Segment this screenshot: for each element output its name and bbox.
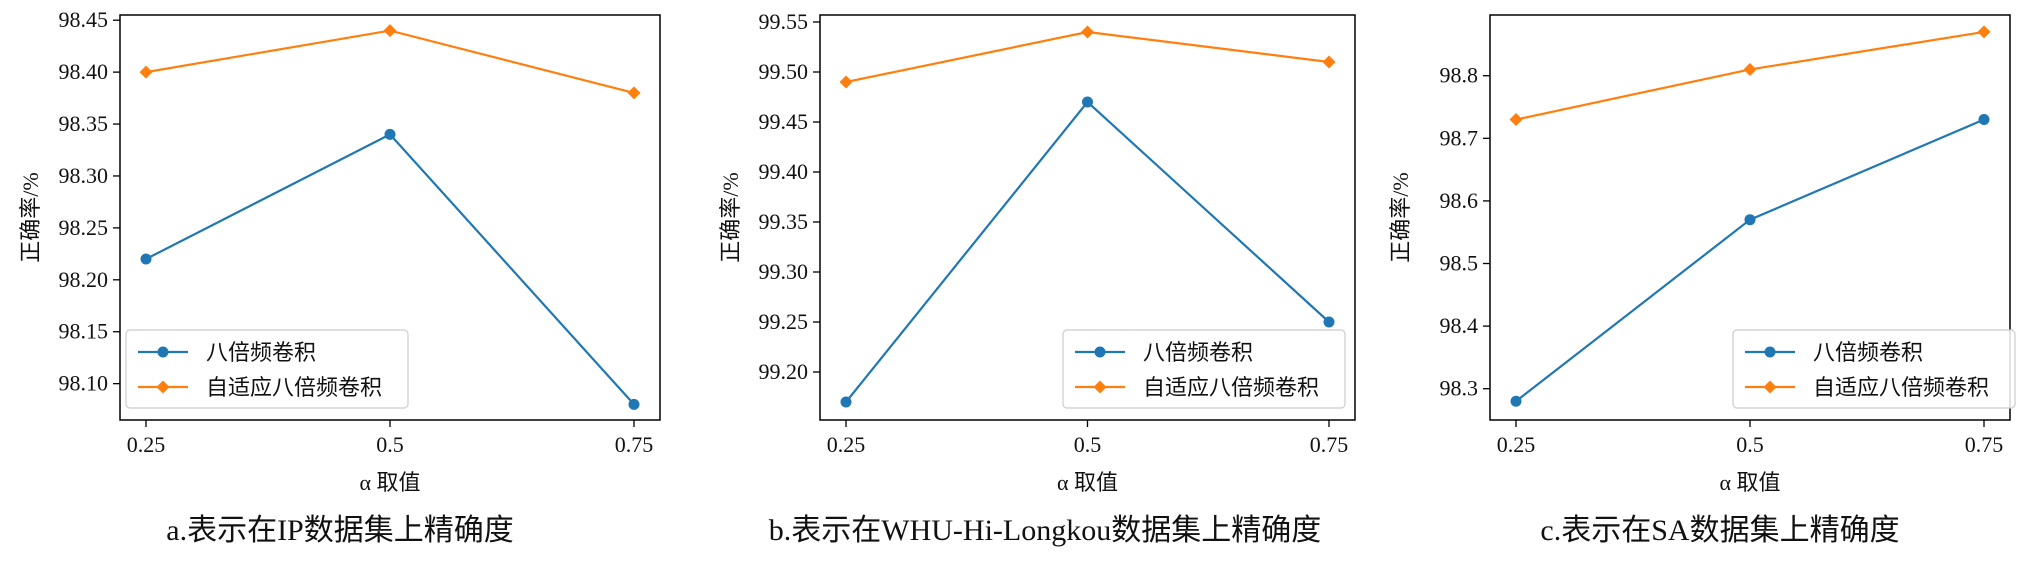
data-point-diamond — [1977, 25, 1991, 39]
data-point-circle — [1323, 316, 1335, 328]
x-axis-label: α 取值 — [1719, 470, 1780, 495]
y-tick-label: 98.4 — [1440, 313, 1479, 338]
legend-label: 自适应八倍频卷积 — [1813, 375, 1989, 400]
chart-c: 98.3 98.4 98.5 98.6 98.7 98.8 0.25 0.5 0.75 α 取值 正… — [1388, 14, 2016, 495]
data-point-diamond — [627, 86, 641, 100]
chart-panel-c: 98.3 98.4 98.5 98.6 98.7 98.8 0.25 0.5 0.75 α 取值 正… — [1370, 0, 2032, 500]
y-axis-label: 正确率/% — [718, 172, 743, 262]
chart-panel-b: 99.20 99.25 99.30 99.35 99.40 99.45 99.50 99.55… — [700, 0, 1380, 500]
x-tick-label: 0.75 — [615, 432, 654, 457]
chart-panel-a: 98.10 98.15 98.20 98.25 98.30 98.35 98.40 98.45… — [0, 0, 680, 500]
y-tick-label: 99.25 — [759, 309, 809, 334]
data-point-circle — [1744, 214, 1756, 226]
y-tick-label: 98.35 — [59, 111, 109, 136]
y-tick-label: 98.5 — [1440, 251, 1479, 276]
y-tick-label: 98.30 — [59, 163, 109, 188]
legend-box — [1062, 329, 1346, 409]
x-tick-label: 0.5 — [376, 432, 404, 457]
x-tick-label: 0.5 — [1736, 432, 1764, 457]
y-axis-label: 正确率/% — [1388, 172, 1413, 262]
y-tick-label: 98.3 — [1440, 376, 1479, 401]
legend-marker-diamond — [1093, 380, 1107, 394]
chart-b: 99.20 99.25 99.30 99.35 99.40 99.45 99.50 99.55… — [718, 9, 1356, 495]
x-tick-label: 0.25 — [127, 432, 166, 457]
data-point-diamond — [139, 65, 153, 79]
y-tick-label: 99.30 — [759, 259, 809, 284]
data-point-circle — [840, 396, 852, 408]
series-line-2 — [145, 29, 635, 94]
y-tick-label: 99.20 — [759, 359, 809, 384]
caption-b: b.表示在WHU-Hi-Longkou数据集上精确度 — [768, 514, 1322, 547]
data-point-diamond — [383, 24, 397, 38]
data-point-circle — [628, 398, 640, 410]
legend-marker-diamond — [156, 380, 170, 394]
y-tick-label: 99.35 — [759, 209, 809, 234]
y-tick-label: 99.50 — [759, 59, 809, 84]
x-tick-label: 0.25 — [1497, 432, 1536, 457]
data-point-diamond — [1322, 55, 1336, 69]
legend-box — [125, 329, 409, 409]
y-tick-label: 98.20 — [59, 267, 109, 292]
data-point-diamond — [1509, 113, 1523, 127]
y-tick-label: 98.25 — [59, 215, 109, 240]
data-point-circle — [1082, 96, 1093, 108]
y-tick-label: 98.40 — [59, 59, 109, 84]
x-tick-label: 0.25 — [827, 432, 866, 457]
x-tick-label: 0.75 — [1310, 432, 1349, 457]
x-axis-label: α 取值 — [1057, 470, 1118, 495]
y-tick-label: 98.8 — [1440, 63, 1479, 88]
legend-label: 八倍频卷积 — [1143, 340, 1253, 365]
y-tick-label: 99.45 — [759, 109, 809, 134]
legend-label: 自适应八倍频卷积 — [1143, 375, 1319, 400]
y-tick-label: 98.7 — [1440, 125, 1479, 150]
legend-marker-circle — [1764, 346, 1776, 358]
chart-a: 98.10 98.15 98.20 98.25 98.30 98.35 98.40 98.45… — [18, 7, 661, 495]
legend-label: 自适应八倍频卷积 — [206, 375, 382, 400]
legend-label: 八倍频卷积 — [206, 340, 316, 365]
y-axis-label: 正确率/% — [18, 172, 43, 262]
legend-marker-circle — [157, 346, 169, 358]
caption-c: c.表示在SA数据集上精确度 — [1540, 514, 1900, 547]
data-point-diamond — [1081, 25, 1094, 39]
legend-marker-diamond — [1763, 380, 1777, 394]
x-axis-label: α 取值 — [359, 470, 420, 495]
caption-a: a.表示在IP数据集上精确度 — [166, 514, 514, 547]
data-point-circle — [1978, 114, 1990, 126]
data-point-circle — [384, 128, 396, 140]
legend-label: 八倍频卷积 — [1813, 340, 1923, 365]
y-tick-label: 99.40 — [759, 159, 809, 184]
y-tick-label: 98.15 — [59, 319, 109, 344]
y-tick-label: 98.10 — [59, 371, 109, 396]
data-point-diamond — [839, 75, 853, 89]
y-tick-label: 99.55 — [759, 9, 809, 34]
data-point-circle — [140, 253, 152, 265]
x-tick-label: 0.75 — [1965, 432, 2004, 457]
data-point-diamond — [1743, 62, 1757, 76]
legend-box — [1732, 329, 2016, 409]
x-tick-label: 0.5 — [1074, 432, 1102, 457]
legend-marker-circle — [1094, 346, 1106, 358]
y-tick-label: 98.45 — [59, 7, 109, 32]
data-point-circle — [1510, 395, 1522, 407]
y-tick-label: 98.6 — [1440, 188, 1479, 213]
series-line-2 — [845, 30, 1330, 84]
